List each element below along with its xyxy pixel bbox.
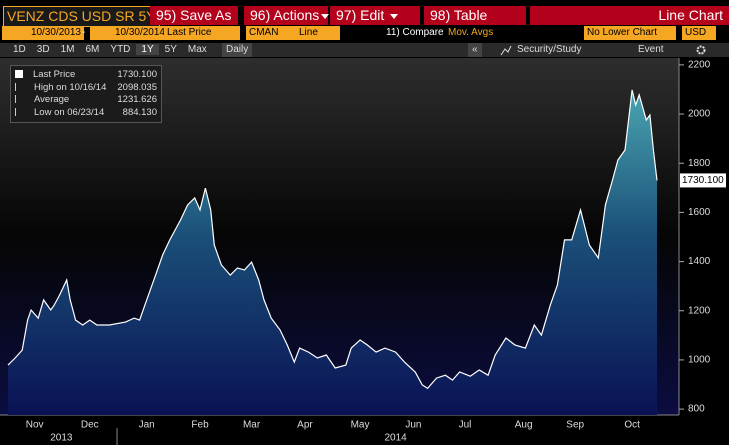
style[interactable]: Line — [296, 26, 340, 40]
currency[interactable]: USD — [682, 26, 716, 40]
year-label: 2013 — [50, 433, 73, 444]
menu-label: 97) Edit — [336, 7, 385, 23]
view-title: Line Chart — [530, 6, 729, 25]
source[interactable]: CMAN — [246, 26, 296, 40]
legend-icon — [15, 70, 23, 79]
date-separator: - — [82, 27, 86, 38]
legend-icon — [15, 82, 24, 91]
legend-row: Last Price 1730.100 — [15, 69, 157, 81]
legend-row: High on 10/16/14 2098.035 — [15, 82, 157, 94]
menu-item[interactable]: 95) Save As — [150, 6, 238, 25]
legend-icon — [15, 95, 24, 104]
x-tick-label: Nov — [26, 420, 44, 431]
legend-icon — [15, 107, 24, 116]
y-tick-label: 1200 — [688, 305, 711, 316]
menu-item[interactable]: 97) Edit — [330, 6, 420, 25]
compare[interactable]: 11) Compare — [386, 27, 444, 38]
year-label: 2014 — [384, 433, 407, 444]
x-tick-label: May — [351, 420, 370, 431]
legend-label: High on 10/16/14 — [34, 81, 107, 93]
legend-value: 2098.035 — [117, 81, 157, 93]
study[interactable]: Security/Study — [517, 44, 582, 55]
y-tick-label: 2200 — [688, 60, 711, 71]
y-tick-label: 800 — [688, 404, 705, 415]
mov-avgs[interactable]: Mov. Avgs — [448, 27, 494, 38]
legend-label: Last Price — [33, 69, 76, 80]
chart: 800 1000 1200 1400 1600 1800 2000 2200 Nov Dec Jan… — [0, 58, 729, 445]
y-tick-label: 1800 — [688, 158, 711, 169]
range-button[interactable]: 6M — [85, 44, 100, 55]
area — [8, 90, 657, 415]
menu-item[interactable]: 96) Actions — [244, 6, 330, 25]
x-tick-label: Jul — [459, 420, 472, 431]
y-tick-label: 1400 — [688, 256, 711, 267]
menu-item[interactable]: 98) Table — [424, 6, 526, 25]
legend-row: Low on 06/23/14 884.130 — [15, 107, 157, 119]
range-button[interactable]: YTD — [110, 44, 131, 55]
axis-background — [679, 58, 729, 445]
x-tick-label: Mar — [243, 420, 261, 431]
last-price-tag — [680, 173, 726, 188]
legend-label: Low on 06/23/14 — [34, 106, 105, 118]
field[interactable]: Last Price — [164, 26, 240, 40]
range-button[interactable]: 5Y — [164, 44, 177, 55]
legend: Last Price 1730.100 High on 10/16/14 2098.0… — [10, 65, 162, 123]
legend-value: 1730.100 — [117, 69, 157, 80]
y-tick-label: 1600 — [688, 207, 711, 218]
end-date[interactable]: 10/30/2014 — [90, 26, 168, 40]
axis-background — [0, 415, 729, 445]
collapse[interactable]: « — [468, 43, 482, 57]
line — [7, 89, 658, 390]
range-buttons: 1D 3D 1M 6M YTD 1Y 5Y Max — [8, 43, 213, 57]
x-tick-label: Oct — [624, 420, 640, 431]
study-icon — [500, 45, 512, 56]
range-button[interactable]: 1D — [13, 44, 26, 55]
legend-value: 884.130 — [122, 106, 157, 118]
legend-label: Average — [34, 94, 70, 105]
range-button[interactable]: Max — [187, 44, 207, 55]
range-button[interactable]: 1M — [60, 44, 75, 55]
x-tick-label: Apr — [297, 420, 313, 431]
x-tick-label: Sep — [566, 420, 584, 431]
lower-chart[interactable]: No Lower Chart — [584, 26, 676, 40]
x-tick-label: Jan — [139, 420, 155, 431]
period[interactable]: Daily — [222, 43, 253, 57]
x-tick-label: Jun — [405, 420, 421, 431]
x-tick-label: Dec — [81, 420, 99, 431]
y-tick-label: 1000 — [688, 355, 711, 366]
y-tick-label: 2000 — [688, 109, 711, 120]
last-price-label: 1730.100 — [682, 175, 724, 186]
x-tick-label: Feb — [191, 420, 209, 431]
event[interactable]: Event — [638, 44, 664, 55]
toolbar — [0, 43, 729, 57]
range-button[interactable]: 3D — [36, 44, 50, 55]
settings-icon[interactable] — [695, 44, 707, 56]
range-button[interactable]: 1Y — [136, 44, 159, 55]
menu-label: 96) Actions — [250, 7, 320, 23]
start-date[interactable]: 10/30/2013 — [2, 26, 84, 40]
x-tick-label: Aug — [515, 420, 533, 431]
legend-value: 1231.626 — [117, 94, 157, 105]
legend-row: Average 1231.626 — [15, 94, 157, 106]
security[interactable]: VENZ CDS USD SR 5Y — [3, 6, 160, 27]
